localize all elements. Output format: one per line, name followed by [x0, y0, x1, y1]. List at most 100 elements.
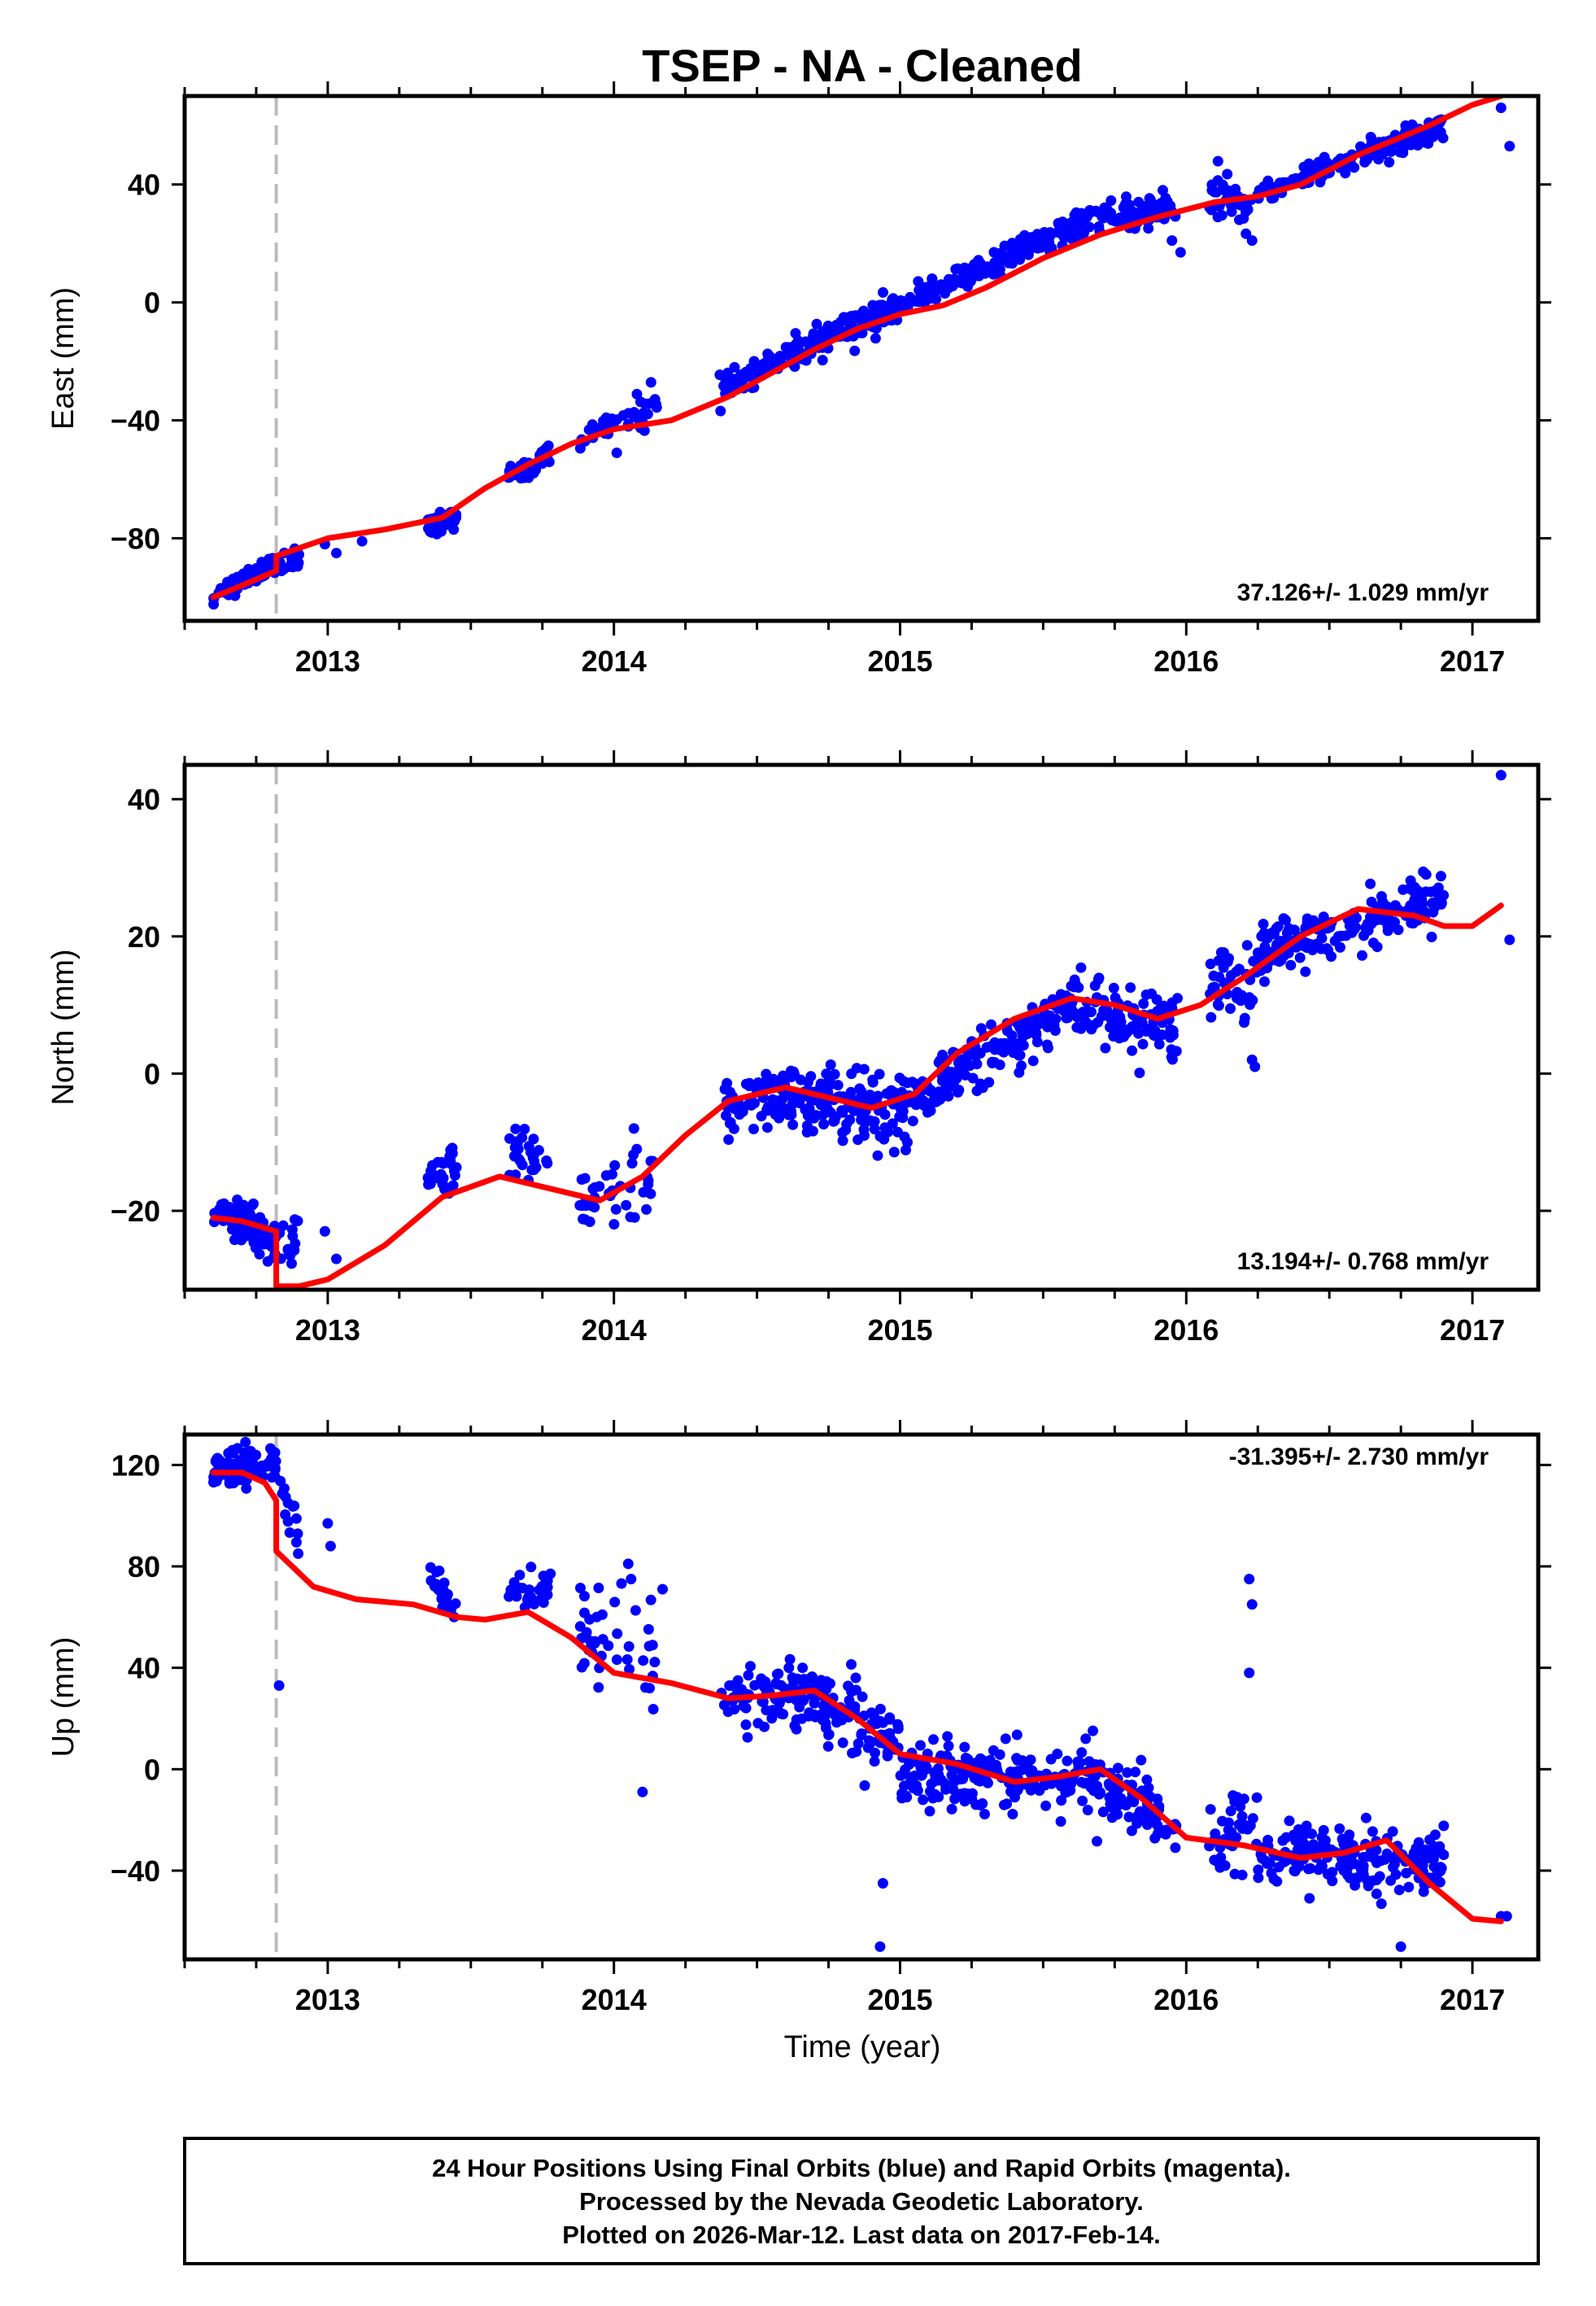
- y-tick-label: 40: [128, 1652, 160, 1685]
- data-point: [1095, 1787, 1105, 1798]
- north-plot-area: [209, 770, 1515, 1290]
- data-point: [1316, 1832, 1328, 1843]
- data-point: [1026, 232, 1037, 243]
- data-point: [907, 1116, 918, 1127]
- data-point: [1040, 1800, 1052, 1811]
- data-point: [246, 1199, 258, 1211]
- x-tick-label: 2013: [295, 1983, 360, 2016]
- data-point: [1105, 195, 1117, 206]
- data-point: [1495, 103, 1507, 113]
- data-point: [943, 1740, 954, 1752]
- data-point: [285, 1250, 296, 1261]
- data-point: [738, 1700, 749, 1711]
- data-point: [1205, 959, 1216, 970]
- panel-north: 2013 2014 2015 2016 2017 40 20 0 −20 North (mm) 13…: [46, 750, 1551, 1347]
- data-point: [833, 322, 844, 334]
- data-point: [431, 1566, 442, 1578]
- data-point: [1395, 1941, 1406, 1952]
- data-point: [913, 276, 924, 287]
- data-point: [1219, 1860, 1231, 1871]
- data-point: [611, 1654, 622, 1666]
- data-point: [1056, 226, 1067, 238]
- data-point: [1134, 1068, 1145, 1078]
- data-point: [445, 1155, 456, 1166]
- data-point: [1251, 1792, 1262, 1803]
- data-point: [877, 1878, 888, 1889]
- data-point: [850, 1672, 861, 1684]
- y-tick-label: −80: [111, 522, 160, 556]
- data-point: [1055, 1816, 1066, 1827]
- data-point: [962, 268, 973, 279]
- data-point: [1112, 1762, 1123, 1774]
- data-point: [1153, 1038, 1165, 1050]
- data-point: [1011, 1729, 1023, 1740]
- data-point: [1381, 901, 1393, 912]
- data-point: [1285, 959, 1297, 971]
- data-point: [901, 1792, 913, 1803]
- data-point: [1007, 1809, 1018, 1819]
- data-point: [1126, 1825, 1137, 1837]
- data-point: [1302, 916, 1313, 928]
- data-point: [987, 1056, 998, 1068]
- data-point: [638, 1655, 649, 1666]
- data-point: [843, 1680, 854, 1692]
- data-point: [1133, 196, 1145, 207]
- data-point: [988, 1745, 999, 1756]
- data-point: [820, 1710, 831, 1721]
- data-point: [1100, 1042, 1111, 1054]
- data-point: [965, 1792, 976, 1803]
- data-point: [829, 1068, 840, 1080]
- data-point: [1376, 891, 1387, 902]
- data-point: [610, 1203, 621, 1215]
- data-point: [1077, 1795, 1088, 1806]
- data-point: [857, 308, 869, 319]
- data-point: [259, 562, 271, 574]
- data-point: [1134, 1811, 1145, 1823]
- data-point: [1405, 875, 1416, 886]
- x-tick-label: 2013: [295, 644, 360, 678]
- data-point: [745, 1661, 756, 1672]
- data-point: [1225, 1806, 1236, 1817]
- data-point: [1127, 1045, 1138, 1056]
- data-point: [1401, 1867, 1412, 1879]
- data-point: [943, 1090, 954, 1102]
- data-point: [853, 1738, 864, 1749]
- data-point: [231, 571, 242, 583]
- data-point: [1166, 1054, 1178, 1065]
- data-point: [815, 1099, 826, 1111]
- data-point: [1342, 1869, 1354, 1880]
- data-point: [844, 1695, 855, 1706]
- y-tick-label: 80: [128, 1550, 160, 1583]
- x-tick-label: 2016: [1153, 1983, 1219, 2016]
- data-point: [1340, 168, 1351, 179]
- data-point: [1165, 1024, 1176, 1035]
- data-point: [543, 440, 554, 452]
- data-point: [287, 554, 299, 566]
- data-point: [278, 564, 290, 574]
- data-point: [888, 1146, 900, 1158]
- data-point: [848, 310, 860, 321]
- data-point: [861, 1116, 873, 1127]
- data-point: [1115, 1793, 1127, 1804]
- data-point: [243, 1446, 255, 1457]
- data-point: [643, 1175, 654, 1186]
- data-point: [262, 1256, 273, 1267]
- north-rate-label: 13.194+/- 0.768 mm/yr: [1237, 1248, 1489, 1275]
- data-point: [1073, 1758, 1084, 1770]
- data-point: [1435, 871, 1446, 882]
- data-point: [1244, 992, 1255, 1003]
- data-point: [1097, 1806, 1109, 1818]
- data-point: [959, 1741, 970, 1753]
- data-point: [290, 1513, 302, 1524]
- data-point: [748, 1124, 759, 1134]
- data-point: [1110, 992, 1121, 1003]
- data-point: [1246, 235, 1258, 247]
- data-point: [579, 1591, 590, 1602]
- data-point: [1084, 1777, 1095, 1788]
- data-point: [953, 1085, 965, 1096]
- data-point: [1278, 913, 1289, 924]
- data-point: [877, 1717, 888, 1728]
- data-point: [1125, 982, 1136, 994]
- data-point: [603, 1640, 614, 1651]
- data-point: [828, 1116, 839, 1127]
